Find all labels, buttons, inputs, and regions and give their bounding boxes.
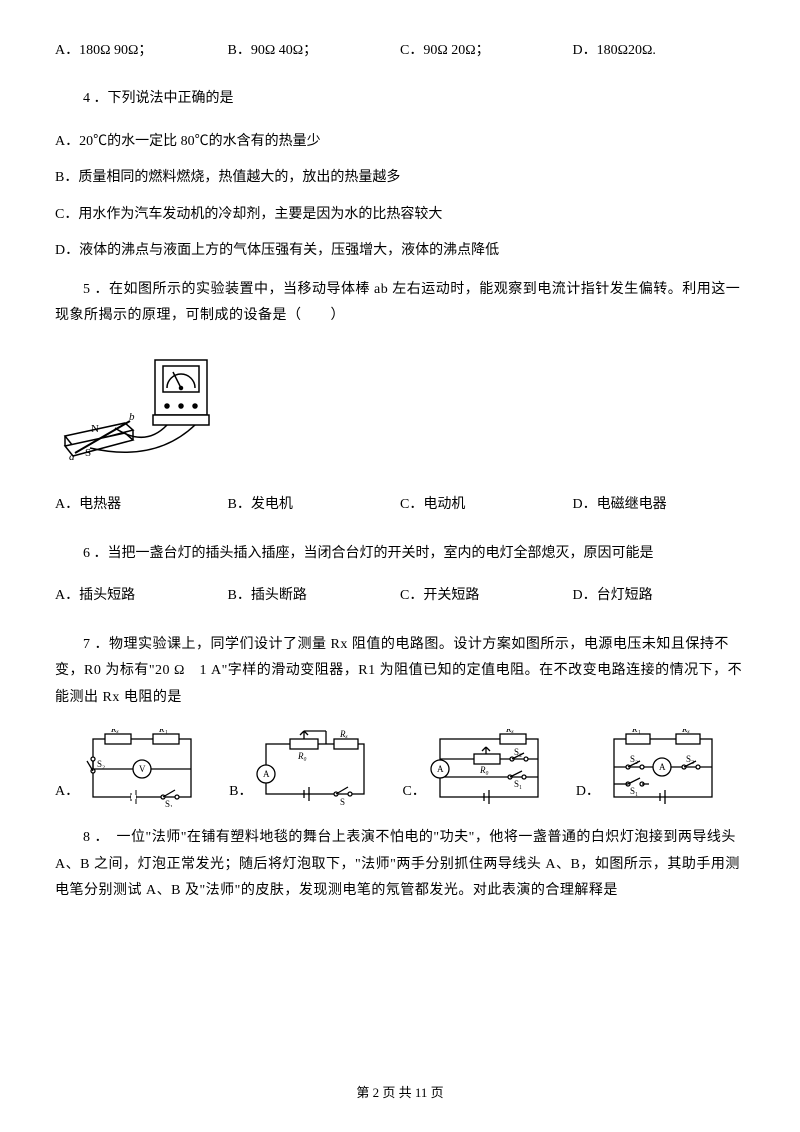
q4-opt-d: D．液体的沸点与液面上方的气体压强有关，压强增大，液体的沸点降低 <box>55 240 745 262</box>
svg-text:S₃: S₃ <box>686 754 694 764</box>
q5-opt-a: A．电热器 <box>55 494 228 516</box>
q5-intro: 5 ．在如图所示的实验装置中，当移动导体棒 ab 左右运动时，能观察到电流计指针… <box>55 277 745 330</box>
q4-intro: 4 ．下列说法中正确的是 <box>55 86 745 113</box>
q7-label-c: C． <box>402 781 425 807</box>
q6-options: A．插头短路 B．插头断路 C．开关短路 D．台灯短路 <box>55 585 745 607</box>
svg-text:A: A <box>659 762 666 772</box>
q4-opt-a: A．20℃的水一定比 80℃的水含有的热量少 <box>55 131 745 153</box>
q7-circuit-b: B． R₀ R <box>229 729 374 807</box>
page-footer: 第 2 页 共 11 页 <box>0 1083 800 1104</box>
svg-text:Rₓ: Rₓ <box>110 729 119 734</box>
svg-text:A: A <box>437 764 444 774</box>
svg-text:S₂: S₂ <box>630 754 638 764</box>
q7-circuit-a: A． <box>55 729 201 807</box>
q5-options: A．电热器 B．发电机 C．电动机 D．电磁继电器 <box>55 494 745 516</box>
svg-text:S: S <box>340 797 345 807</box>
q7-label-d: D． <box>576 781 600 807</box>
q3-opt-c: C．90Ω 20Ω； <box>400 40 573 62</box>
svg-text:R₀: R₀ <box>297 751 307 761</box>
svg-text:V: V <box>139 764 146 774</box>
q6-opt-b: B．插头断路 <box>228 585 401 607</box>
circuit-b-icon: R₀ Rₓ A S <box>256 729 374 807</box>
q8-intro: 8 ． 一位"法师"在铺有塑料地毯的舞台上表演不怕电的"功夫"，他将一盏普通的白… <box>55 825 745 905</box>
q7-label-a: A． <box>55 781 79 807</box>
q6-intro: 6 ．当把一盏台灯的插头插入插座，当闭合台灯的开关时，室内的电灯全部熄灭，原因可… <box>55 541 745 568</box>
q5-figure: N S a b <box>55 348 745 476</box>
svg-text:S₁: S₁ <box>630 786 638 796</box>
svg-text:S: S <box>85 447 91 459</box>
q3-opt-b: B．90Ω 40Ω； <box>228 40 401 62</box>
svg-text:A: A <box>263 769 270 779</box>
svg-text:S₂: S₂ <box>514 747 522 757</box>
svg-text:S₁: S₁ <box>514 779 522 789</box>
q6-opt-d: D．台灯短路 <box>573 585 746 607</box>
svg-text:R₁: R₁ <box>158 729 168 734</box>
q4-opt-b: B．质量相同的燃料燃烧，热值越大的，放出的热量越多 <box>55 167 745 189</box>
q3-options: A．180Ω 90Ω； B．90Ω 40Ω； C．90Ω 20Ω； D．180Ω… <box>55 40 745 62</box>
svg-text:R₁: R₁ <box>631 729 641 734</box>
svg-text:S₂: S₂ <box>97 759 105 769</box>
svg-text:S₁: S₁ <box>165 799 173 807</box>
q3-opt-d: D．180Ω20Ω. <box>573 40 746 62</box>
q6-opt-a: A．插头短路 <box>55 585 228 607</box>
q7-circuit-c: C． <box>402 729 547 807</box>
q7-intro: 7 ．物理实验课上，同学们设计了测量 Rx 阻值的电路图。设计方案如图所示，电源… <box>55 632 745 712</box>
q4-opt-c: C．用水作为汽车发动机的冷却剂，主要是因为水的比热容较大 <box>55 204 745 226</box>
circuit-c-icon: Rₓ R₀ S₂ S₁ A <box>430 729 548 807</box>
svg-text:a: a <box>69 451 75 463</box>
q7-label-b: B． <box>229 781 252 807</box>
q5-opt-b: B．发电机 <box>228 494 401 516</box>
svg-text:Rₓ: Rₓ <box>681 729 690 734</box>
circuit-d-icon: R₁ Rₓ A S₂ S₃ S₁ <box>604 729 722 807</box>
q7-circuits: A． <box>55 729 745 807</box>
svg-text:R₀: R₀ <box>479 765 489 775</box>
q3-opt-a: A．180Ω 90Ω； <box>55 40 228 62</box>
q6-opt-c: C．开关短路 <box>400 585 573 607</box>
galvanometer-icon: N S a b <box>55 348 225 468</box>
svg-text:Rₓ: Rₓ <box>505 729 514 734</box>
q7-circuit-d: D． R <box>576 729 722 807</box>
q5-opt-d: D．电磁继电器 <box>573 494 746 516</box>
svg-text:b: b <box>129 411 135 423</box>
svg-text:N: N <box>91 423 99 435</box>
svg-text:Rₓ: Rₓ <box>339 729 348 739</box>
circuit-a-icon: Rₓ R₁ V S₂ S₁ <box>83 729 201 807</box>
q5-opt-c: C．电动机 <box>400 494 573 516</box>
